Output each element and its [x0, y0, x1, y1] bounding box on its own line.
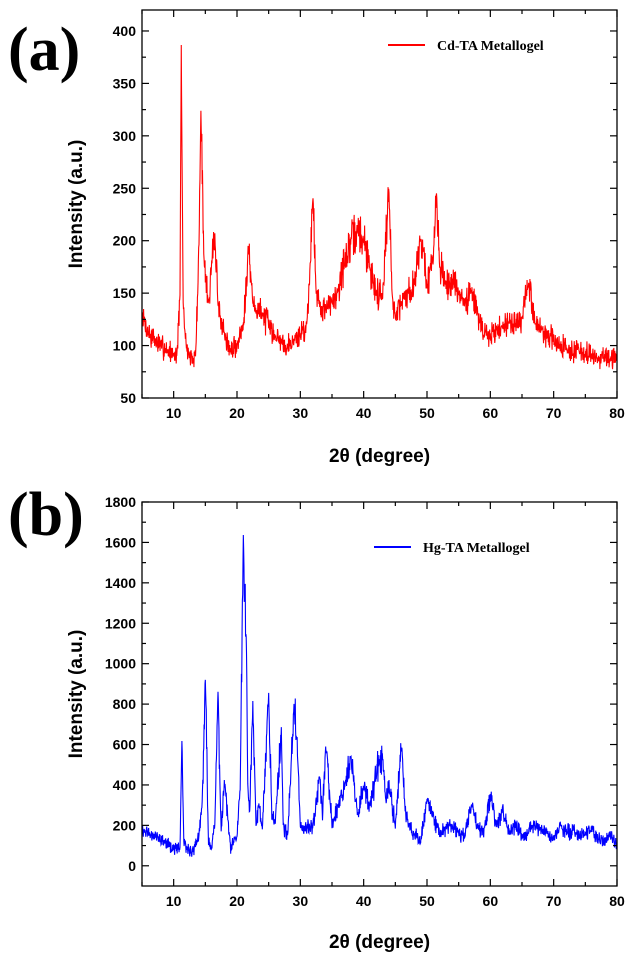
y-tick-label: 400 [113, 777, 137, 793]
panel-b: (b) 10 20 30 40 50 60 70 8002004006008001000120… [8, 481, 625, 953]
y-tick-label: 200 [113, 817, 137, 833]
y-tick-label: 150 [113, 285, 137, 301]
y-tick-label: 100 [113, 338, 137, 354]
x-tick-label: 20 [229, 893, 245, 909]
x-tick-label: 80 [609, 405, 625, 421]
y-tick-label: 600 [113, 737, 137, 753]
panel-b-label: (b) [8, 481, 84, 549]
x-tick-label: 60 [483, 893, 499, 909]
panel-a-label: (a) [8, 16, 80, 84]
y-axis-title-a: Intensity (a.u.) [66, 140, 87, 269]
y-tick-label: 1000 [105, 656, 136, 672]
x-tick-label: 70 [546, 405, 562, 421]
panel-a: (a) 10 20 30 40 50 60 70 80 50 100 150 200 250 300 350… [8, 9, 625, 467]
y-tick-label: 200 [113, 233, 137, 249]
y-tick-label: 50 [120, 390, 136, 406]
y-tick-label: 0 [128, 858, 136, 874]
x-tick-label: 80 [609, 893, 625, 909]
y-tick-label: 350 [113, 75, 137, 91]
legend-label-a: Cd-TA Metallogel [437, 39, 544, 54]
plot-frame-a [141, 9, 618, 399]
y-tick-label: 1800 [105, 494, 136, 510]
x-axis-title-b: 2θ (degree) [329, 932, 430, 953]
y-tick-label: 1400 [105, 575, 136, 591]
y-tick-label: 1600 [105, 534, 136, 550]
x-tick-label: 40 [356, 405, 372, 421]
x-tick-label: 60 [483, 405, 499, 421]
x-tick-label: 10 [166, 405, 182, 421]
x-tick-label: 50 [419, 893, 435, 909]
x-tick-label: 20 [229, 405, 245, 421]
x-tick-label: 10 [166, 893, 182, 909]
x-tick-label: 70 [546, 893, 562, 909]
y-tick-label: 250 [113, 180, 137, 196]
y-tick-label: 400 [113, 23, 137, 39]
y-tick-label: 800 [113, 696, 137, 712]
y-tick-label: 1200 [105, 615, 136, 631]
x-tick-label: 40 [356, 893, 372, 909]
x-tick-label: 30 [293, 893, 309, 909]
y-tick-label: 300 [113, 128, 137, 144]
y-axis-title-b: Intensity (a.u.) [66, 630, 87, 759]
x-axis-title-a: 2θ (degree) [329, 446, 430, 467]
series-line-b-0 [142, 534, 617, 857]
series-line-a-0 [142, 44, 617, 370]
x-tick-label: 30 [293, 405, 309, 421]
plot-frame-b [141, 501, 618, 887]
legend-label-b: Hg-TA Metallogel [423, 541, 530, 556]
x-tick-label: 50 [419, 405, 435, 421]
